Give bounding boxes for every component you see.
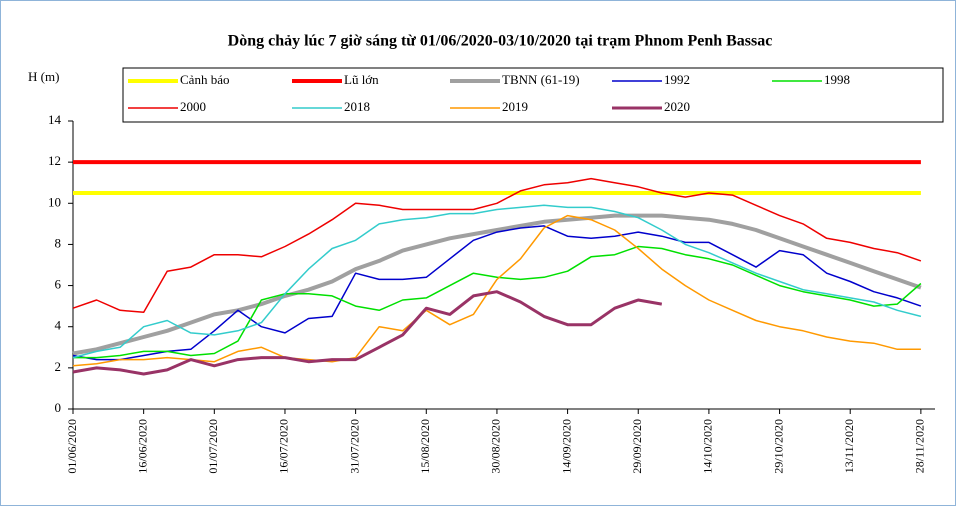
- legend-label: TBNN (61-19): [502, 72, 580, 87]
- legend-label: 1998: [824, 72, 850, 87]
- x-tick-label: 01/07/2020: [206, 419, 220, 474]
- y-tick-label: 8: [55, 235, 62, 250]
- y-tick-label: 6: [55, 277, 62, 292]
- x-tick-label: 15/08/2020: [418, 419, 432, 474]
- legend-label: 2020: [664, 99, 690, 114]
- chart-title: Dòng chảy lúc 7 giờ sáng từ 01/06/2020-0…: [228, 33, 773, 50]
- y-tick-label: 2: [55, 359, 62, 374]
- series-line: [73, 245, 922, 359]
- legend-label: 2019: [502, 99, 528, 114]
- y-tick-label: 14: [48, 112, 62, 127]
- legend-label: 1992: [664, 72, 690, 87]
- legend-label: Lũ lớn: [344, 72, 379, 87]
- x-tick-label: 29/10/2020: [771, 419, 785, 474]
- x-tick-label: 28/11/2020: [913, 419, 927, 473]
- series-line: [72, 290, 663, 376]
- legend-label: 2018: [344, 99, 370, 114]
- y-axis-label: H (m): [28, 69, 59, 84]
- series-line: [72, 204, 922, 359]
- x-tick-label: 14/09/2020: [559, 419, 573, 474]
- series-line: [72, 213, 922, 356]
- x-tick-label: 31/07/2020: [347, 419, 361, 474]
- series-line: [72, 225, 922, 361]
- y-tick-label: 0: [55, 400, 62, 415]
- x-tick-label: 16/06/2020: [135, 419, 149, 474]
- series-line: [72, 214, 921, 367]
- x-tick-label: 30/08/2020: [489, 419, 503, 474]
- y-tick-label: 12: [48, 153, 61, 168]
- x-tick-label: 01/06/2020: [65, 419, 79, 474]
- series-line: [72, 177, 922, 314]
- legend-box: [122, 67, 944, 123]
- x-tick-label: 16/07/2020: [277, 419, 291, 474]
- y-tick-label: 10: [48, 194, 61, 209]
- y-tick-label: 4: [55, 318, 62, 333]
- x-tick-label: 14/10/2020: [701, 419, 715, 474]
- legend-label: 2000: [180, 99, 206, 114]
- x-tick-label: 13/11/2020: [842, 419, 856, 473]
- legend-label: Cảnh báo: [180, 72, 229, 87]
- x-tick-label: 29/09/2020: [630, 419, 644, 474]
